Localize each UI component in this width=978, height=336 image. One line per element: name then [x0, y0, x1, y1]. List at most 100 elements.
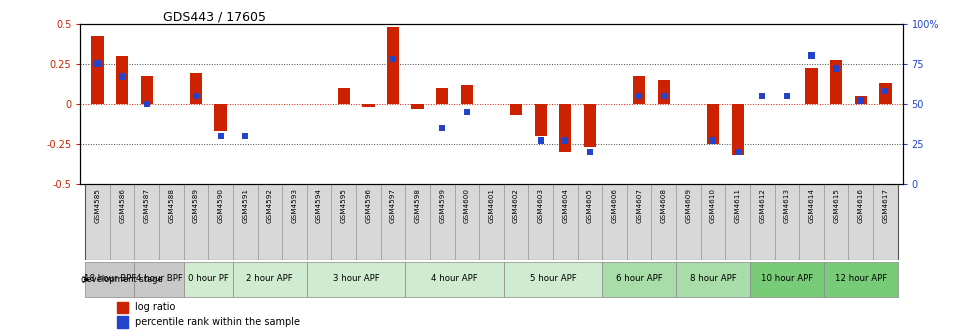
FancyBboxPatch shape [233, 262, 306, 297]
Text: 5 hour APF: 5 hour APF [529, 274, 576, 283]
FancyBboxPatch shape [749, 184, 774, 260]
Text: 6 hour APF: 6 hour APF [615, 274, 662, 283]
Text: percentile rank within the sample: percentile rank within the sample [134, 317, 299, 327]
Text: GSM4601: GSM4601 [488, 188, 494, 223]
FancyBboxPatch shape [577, 184, 601, 260]
Text: GSM4617: GSM4617 [881, 188, 887, 223]
FancyBboxPatch shape [429, 184, 454, 260]
Bar [144, 100, 150, 107]
FancyBboxPatch shape [848, 184, 872, 260]
Bar [633, 77, 645, 104]
FancyBboxPatch shape [332, 184, 356, 260]
Text: GSM4592: GSM4592 [267, 188, 273, 223]
Bar [117, 316, 128, 328]
Text: 4 hour BPF: 4 hour BPF [136, 274, 182, 283]
FancyBboxPatch shape [257, 184, 282, 260]
Text: GSM4589: GSM4589 [193, 188, 199, 223]
Text: GSM4612: GSM4612 [759, 188, 765, 223]
Bar [805, 69, 817, 104]
FancyBboxPatch shape [306, 262, 405, 297]
Text: GSM4611: GSM4611 [734, 188, 740, 223]
FancyBboxPatch shape [208, 184, 233, 260]
Bar [857, 97, 863, 104]
Bar [558, 104, 571, 152]
Bar [510, 104, 521, 115]
FancyBboxPatch shape [676, 184, 700, 260]
Bar [783, 92, 789, 99]
Text: GSM4599: GSM4599 [439, 188, 445, 223]
FancyBboxPatch shape [85, 184, 110, 260]
Text: development stage: development stage [81, 275, 162, 284]
FancyBboxPatch shape [380, 184, 405, 260]
Bar [193, 92, 199, 99]
FancyBboxPatch shape [553, 184, 577, 260]
FancyBboxPatch shape [700, 184, 725, 260]
Bar [586, 149, 593, 155]
Bar [706, 104, 719, 144]
Text: GSM4615: GSM4615 [832, 188, 838, 223]
Text: GDS443 / 17605: GDS443 / 17605 [162, 10, 265, 24]
Bar [411, 104, 423, 109]
Bar [731, 104, 743, 155]
FancyBboxPatch shape [626, 184, 650, 260]
Bar [660, 92, 666, 99]
FancyBboxPatch shape [774, 184, 798, 260]
Bar [561, 137, 568, 144]
Text: GSM4594: GSM4594 [316, 188, 322, 223]
Bar [389, 56, 396, 62]
Bar [854, 96, 867, 104]
FancyBboxPatch shape [356, 184, 380, 260]
FancyBboxPatch shape [872, 184, 897, 260]
FancyBboxPatch shape [134, 184, 158, 260]
FancyBboxPatch shape [184, 262, 233, 297]
Text: 0 hour PF: 0 hour PF [188, 274, 229, 283]
FancyBboxPatch shape [504, 262, 601, 297]
Text: 18 hour BPF: 18 hour BPF [83, 274, 136, 283]
FancyBboxPatch shape [725, 184, 749, 260]
FancyBboxPatch shape [798, 184, 823, 260]
Bar [657, 80, 669, 104]
Text: GSM4609: GSM4609 [685, 188, 690, 223]
FancyBboxPatch shape [749, 262, 823, 297]
Bar [362, 104, 375, 107]
Text: GSM4590: GSM4590 [217, 188, 223, 223]
Text: GSM4616: GSM4616 [857, 188, 863, 223]
FancyBboxPatch shape [528, 184, 553, 260]
Bar [734, 149, 740, 155]
Text: GSM4588: GSM4588 [168, 188, 174, 223]
Text: GSM4591: GSM4591 [242, 188, 248, 223]
Text: GSM4600: GSM4600 [464, 188, 469, 223]
FancyBboxPatch shape [158, 184, 184, 260]
FancyBboxPatch shape [405, 262, 504, 297]
FancyBboxPatch shape [823, 262, 897, 297]
Bar [91, 36, 104, 104]
Text: GSM4593: GSM4593 [291, 188, 297, 223]
Bar [636, 92, 642, 99]
Text: GSM4604: GSM4604 [561, 188, 568, 223]
Text: 8 hour APF: 8 hour APF [689, 274, 735, 283]
Bar [337, 88, 349, 104]
Bar [119, 73, 125, 80]
Text: GSM4606: GSM4606 [611, 188, 617, 223]
FancyBboxPatch shape [601, 184, 626, 260]
Bar [439, 125, 445, 131]
Text: GSM4597: GSM4597 [389, 188, 395, 223]
FancyBboxPatch shape [306, 184, 332, 260]
FancyBboxPatch shape [454, 184, 478, 260]
Bar [242, 133, 248, 139]
Text: 4 hour APF: 4 hour APF [430, 274, 477, 283]
Text: 12 hour APF: 12 hour APF [834, 274, 886, 283]
Bar [217, 133, 223, 139]
FancyBboxPatch shape [282, 184, 306, 260]
Bar [115, 56, 128, 104]
FancyBboxPatch shape [504, 184, 528, 260]
Bar [94, 60, 101, 67]
Bar [881, 88, 888, 94]
Text: 10 hour APF: 10 hour APF [760, 274, 812, 283]
FancyBboxPatch shape [601, 262, 676, 297]
Bar [832, 65, 838, 72]
FancyBboxPatch shape [110, 184, 134, 260]
Bar [878, 83, 891, 104]
Bar [117, 302, 128, 313]
Bar [190, 73, 201, 104]
